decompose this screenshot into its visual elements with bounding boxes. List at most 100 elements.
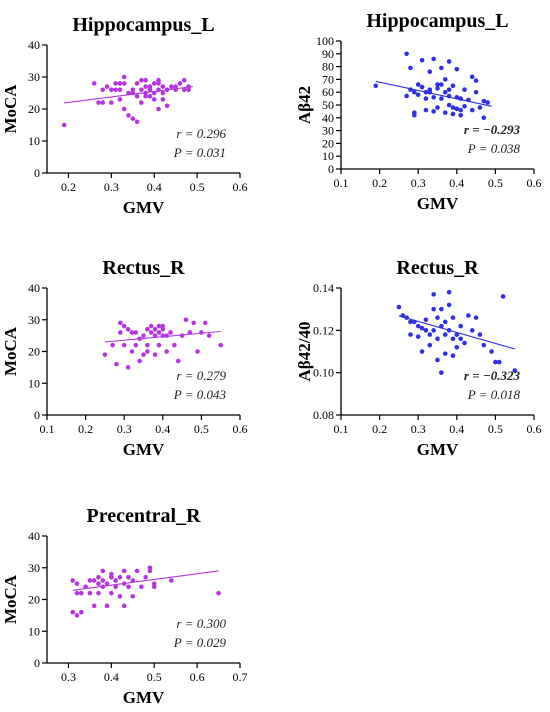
data-point	[87, 590, 93, 596]
data-point	[79, 609, 84, 615]
data-point	[145, 349, 150, 354]
data-point	[130, 90, 136, 96]
data-point	[152, 326, 158, 332]
data-point	[446, 59, 452, 64]
data-point	[143, 90, 148, 96]
data-point	[91, 578, 97, 583]
data-point	[70, 578, 76, 583]
data-point	[160, 97, 166, 102]
x-tick-label: 0.3	[411, 422, 426, 436]
y-tick-label: 0.14	[313, 281, 334, 295]
data-point	[439, 323, 444, 329]
data-point	[458, 96, 463, 101]
data-point	[126, 113, 131, 118]
data-point	[168, 330, 173, 335]
data-point	[147, 93, 153, 99]
data-point	[121, 568, 127, 574]
data-point	[404, 315, 409, 320]
data-point	[431, 292, 436, 297]
y-tick-label: 0.08	[313, 408, 334, 422]
data-point	[450, 111, 456, 117]
data-point	[151, 581, 157, 586]
data-point	[442, 110, 448, 115]
x-tick-label: 0.2	[78, 422, 93, 436]
data-point	[164, 103, 170, 109]
data-point	[496, 359, 502, 365]
data-point	[147, 84, 153, 89]
y-tick-label: 20	[28, 593, 40, 607]
data-point	[423, 107, 429, 113]
data-point	[202, 320, 208, 326]
data-point	[199, 330, 204, 335]
data-point	[477, 105, 483, 110]
p-value-label: P = 0.043	[173, 387, 227, 402]
data-point	[186, 87, 191, 93]
data-point	[117, 97, 123, 102]
data-point	[481, 115, 487, 121]
data-point	[454, 66, 460, 72]
data-point	[408, 65, 413, 71]
data-point	[129, 330, 135, 335]
data-point	[415, 323, 421, 329]
data-point	[446, 328, 452, 333]
data-point	[133, 330, 139, 335]
y-tick-label: 50	[322, 98, 334, 112]
data-point	[74, 613, 80, 618]
data-point	[439, 65, 444, 71]
y-tick-label: 90	[322, 47, 334, 61]
data-point	[160, 84, 166, 89]
x-axis-label: GMV	[123, 198, 165, 217]
data-point	[134, 568, 140, 574]
data-point	[96, 100, 101, 105]
data-point	[489, 349, 494, 354]
data-point	[419, 57, 425, 63]
data-point	[446, 87, 452, 92]
data-point	[454, 332, 460, 337]
data-point	[133, 342, 139, 348]
data-point	[423, 317, 429, 323]
data-point	[206, 333, 212, 338]
y-tick-label: 40	[322, 111, 334, 125]
data-point	[412, 112, 417, 118]
y-tick-label: 30	[28, 313, 40, 327]
data-point	[109, 100, 114, 105]
data-point	[431, 328, 436, 333]
data-point	[450, 353, 456, 359]
x-tick-label: 0.5	[194, 422, 209, 436]
data-point	[442, 89, 448, 95]
data-point	[423, 96, 429, 101]
y-tick-label: 10	[322, 149, 334, 163]
data-point	[118, 330, 123, 335]
data-point	[148, 323, 154, 329]
data-point	[481, 98, 487, 104]
data-point	[139, 87, 144, 93]
data-point	[117, 594, 123, 599]
data-point	[100, 87, 106, 93]
data-point	[96, 590, 101, 596]
data-point	[404, 51, 409, 57]
data-point	[114, 361, 119, 367]
y-axis-label: Aβ42	[295, 86, 314, 124]
y-axis-label: Aβ42/40	[295, 322, 314, 382]
x-tick-label: 0.3	[117, 422, 132, 436]
data-point	[156, 81, 161, 86]
y-tick-label: 10	[28, 624, 40, 638]
data-point	[169, 578, 174, 583]
data-point	[156, 330, 162, 335]
data-point	[139, 77, 144, 83]
chart-panel: Hippocampus_L 0 10 20 30 40 0.2 0.3 0.4 0.5 0.6 GMV…	[1, 14, 248, 217]
data-point	[423, 328, 429, 333]
data-point	[419, 84, 425, 90]
r-value-label: r = −0.293	[464, 122, 521, 137]
data-point	[156, 106, 161, 112]
data-point	[104, 603, 110, 609]
data-point	[485, 100, 490, 105]
data-point	[117, 81, 123, 86]
x-tick-label: 0.6	[233, 422, 248, 436]
data-point	[141, 333, 146, 338]
data-point	[446, 93, 452, 99]
x-axis-label: GMV	[417, 440, 459, 459]
regression-line	[72, 570, 219, 591]
data-point	[454, 106, 460, 112]
y-tick-label: 10	[28, 376, 40, 390]
